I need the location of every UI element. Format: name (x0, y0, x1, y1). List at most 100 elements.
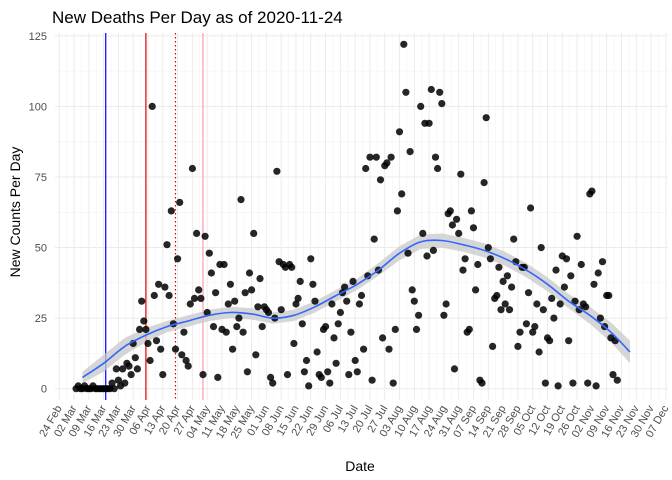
data-point (434, 164, 442, 173)
data-point (269, 379, 277, 387)
data-point (537, 244, 545, 252)
data-point (372, 153, 380, 161)
data-point (546, 337, 554, 345)
data-point (108, 379, 116, 387)
data-point (410, 297, 418, 305)
data-point (594, 269, 602, 277)
data-point (193, 229, 201, 237)
data-point (427, 85, 435, 94)
data-point (235, 314, 243, 322)
data-point (322, 323, 330, 331)
data-point (125, 362, 133, 370)
data-point (391, 325, 399, 333)
data-point (393, 207, 401, 215)
data-point (379, 334, 387, 342)
data-point (171, 345, 180, 353)
data-point (334, 320, 342, 328)
data-point (239, 328, 247, 336)
data-point (493, 291, 501, 300)
data-point (336, 308, 344, 317)
data-point (309, 280, 317, 288)
data-point (178, 351, 186, 359)
data-point (176, 198, 184, 206)
data-point (480, 179, 488, 187)
data-point (362, 164, 370, 173)
data-point (349, 277, 357, 285)
data-point (472, 286, 480, 294)
data-point (226, 280, 234, 288)
data-point (465, 325, 473, 333)
data-point (294, 294, 302, 302)
data-point (305, 382, 313, 390)
data-point (398, 190, 406, 198)
data-point (277, 306, 285, 314)
data-point (330, 334, 338, 342)
data-point (486, 255, 494, 263)
data-point (461, 255, 469, 263)
data-point (131, 354, 139, 362)
data-point (529, 328, 537, 336)
smooth-trend (82, 239, 631, 379)
data-point (237, 196, 245, 204)
data-point (264, 308, 273, 317)
data-point (298, 320, 306, 328)
data-point (429, 246, 437, 254)
data-point (220, 260, 228, 269)
data-point (573, 232, 581, 240)
data-point (209, 323, 218, 331)
major-grid (55, 33, 668, 400)
data-point (505, 306, 514, 314)
data-point (541, 379, 550, 387)
data-point (222, 328, 230, 336)
data-point (400, 40, 408, 48)
data-point (425, 119, 433, 127)
data-point (360, 345, 368, 353)
data-point (332, 359, 340, 367)
data-point (148, 102, 156, 110)
data-point (267, 373, 275, 381)
data-point (146, 356, 154, 365)
data-point (402, 88, 410, 96)
data-point (243, 368, 251, 376)
data-point (233, 323, 241, 331)
data-point (404, 249, 412, 257)
data-point (184, 362, 192, 370)
data-point (376, 176, 385, 184)
data-point (508, 283, 516, 291)
data-point (345, 371, 353, 379)
data-point (152, 337, 161, 345)
data-point (408, 286, 416, 294)
data-point (510, 235, 518, 243)
data-point (446, 207, 454, 215)
data-point (347, 328, 355, 336)
data-point (229, 345, 237, 353)
data-point (571, 297, 579, 305)
data-point (478, 379, 486, 387)
x-axis-title: Date (345, 458, 375, 474)
data-point (613, 376, 621, 384)
data-point (450, 365, 459, 373)
data-point (357, 291, 366, 300)
data-point (459, 266, 467, 274)
y-tick-label: 0 (41, 384, 47, 396)
data-point (605, 291, 613, 300)
data-point (167, 207, 175, 215)
data-point (174, 255, 182, 263)
data-point (535, 348, 543, 356)
data-point (592, 382, 600, 390)
data-point (596, 314, 605, 322)
data-point (288, 263, 296, 271)
data-point (366, 153, 374, 161)
data-point (499, 277, 507, 285)
data-point (423, 252, 431, 260)
data-point (203, 308, 211, 317)
data-point (140, 317, 148, 325)
data-point (254, 303, 262, 311)
data-point (395, 128, 404, 136)
data-points (72, 40, 621, 393)
data-point (577, 260, 585, 269)
data-point (317, 373, 325, 381)
data-point (539, 306, 547, 314)
data-point (440, 311, 448, 319)
